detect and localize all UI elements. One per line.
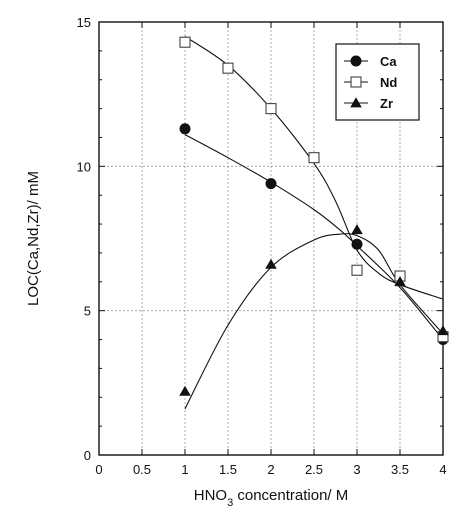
point-nd bbox=[265, 103, 277, 115]
y-tick-label: 10 bbox=[77, 159, 91, 174]
y-tick-label: 5 bbox=[84, 304, 91, 319]
point-ca bbox=[179, 123, 191, 135]
x-tick-label: 0 bbox=[95, 462, 102, 477]
x-tick-label: 1.5 bbox=[219, 462, 237, 477]
point-ca bbox=[265, 178, 277, 190]
legend-marker-nd bbox=[350, 76, 362, 88]
point-nd bbox=[308, 152, 320, 164]
point-zr bbox=[179, 385, 191, 396]
x-tick-label: 1 bbox=[181, 462, 188, 477]
x-tick-label: 4 bbox=[439, 462, 446, 477]
curve-nd bbox=[184, 35, 444, 300]
x-tick-label: 3 bbox=[353, 462, 360, 477]
x-axis-title: HNO3 concentration/ M bbox=[194, 487, 349, 509]
point-zr bbox=[351, 224, 363, 235]
point-zr bbox=[265, 258, 277, 269]
point-nd bbox=[179, 36, 191, 48]
y-tick-label: 0 bbox=[84, 448, 91, 463]
y-tick-label: 15 bbox=[77, 15, 91, 30]
point-nd bbox=[222, 62, 234, 74]
curve-zr bbox=[184, 233, 444, 410]
point-zr bbox=[394, 276, 406, 287]
point-zr bbox=[437, 325, 449, 336]
y-axis-title: LOC(Ca,Nd,Zr)/ mM bbox=[25, 171, 42, 306]
legend-marker-zr bbox=[350, 97, 362, 108]
x-tick-label: 0.5 bbox=[133, 462, 151, 477]
x-tick-label: 2 bbox=[267, 462, 274, 477]
legend-label-ca: Ca bbox=[380, 54, 397, 69]
legend-label-nd: Nd bbox=[380, 75, 397, 90]
point-ca bbox=[351, 238, 363, 250]
point-nd bbox=[351, 264, 363, 276]
legend-label-zr: Zr bbox=[380, 96, 393, 111]
x-tick-label: 2.5 bbox=[305, 462, 323, 477]
legend-marker-ca bbox=[350, 55, 362, 67]
x-tick-label: 3.5 bbox=[391, 462, 409, 477]
curve-ca bbox=[184, 134, 444, 340]
